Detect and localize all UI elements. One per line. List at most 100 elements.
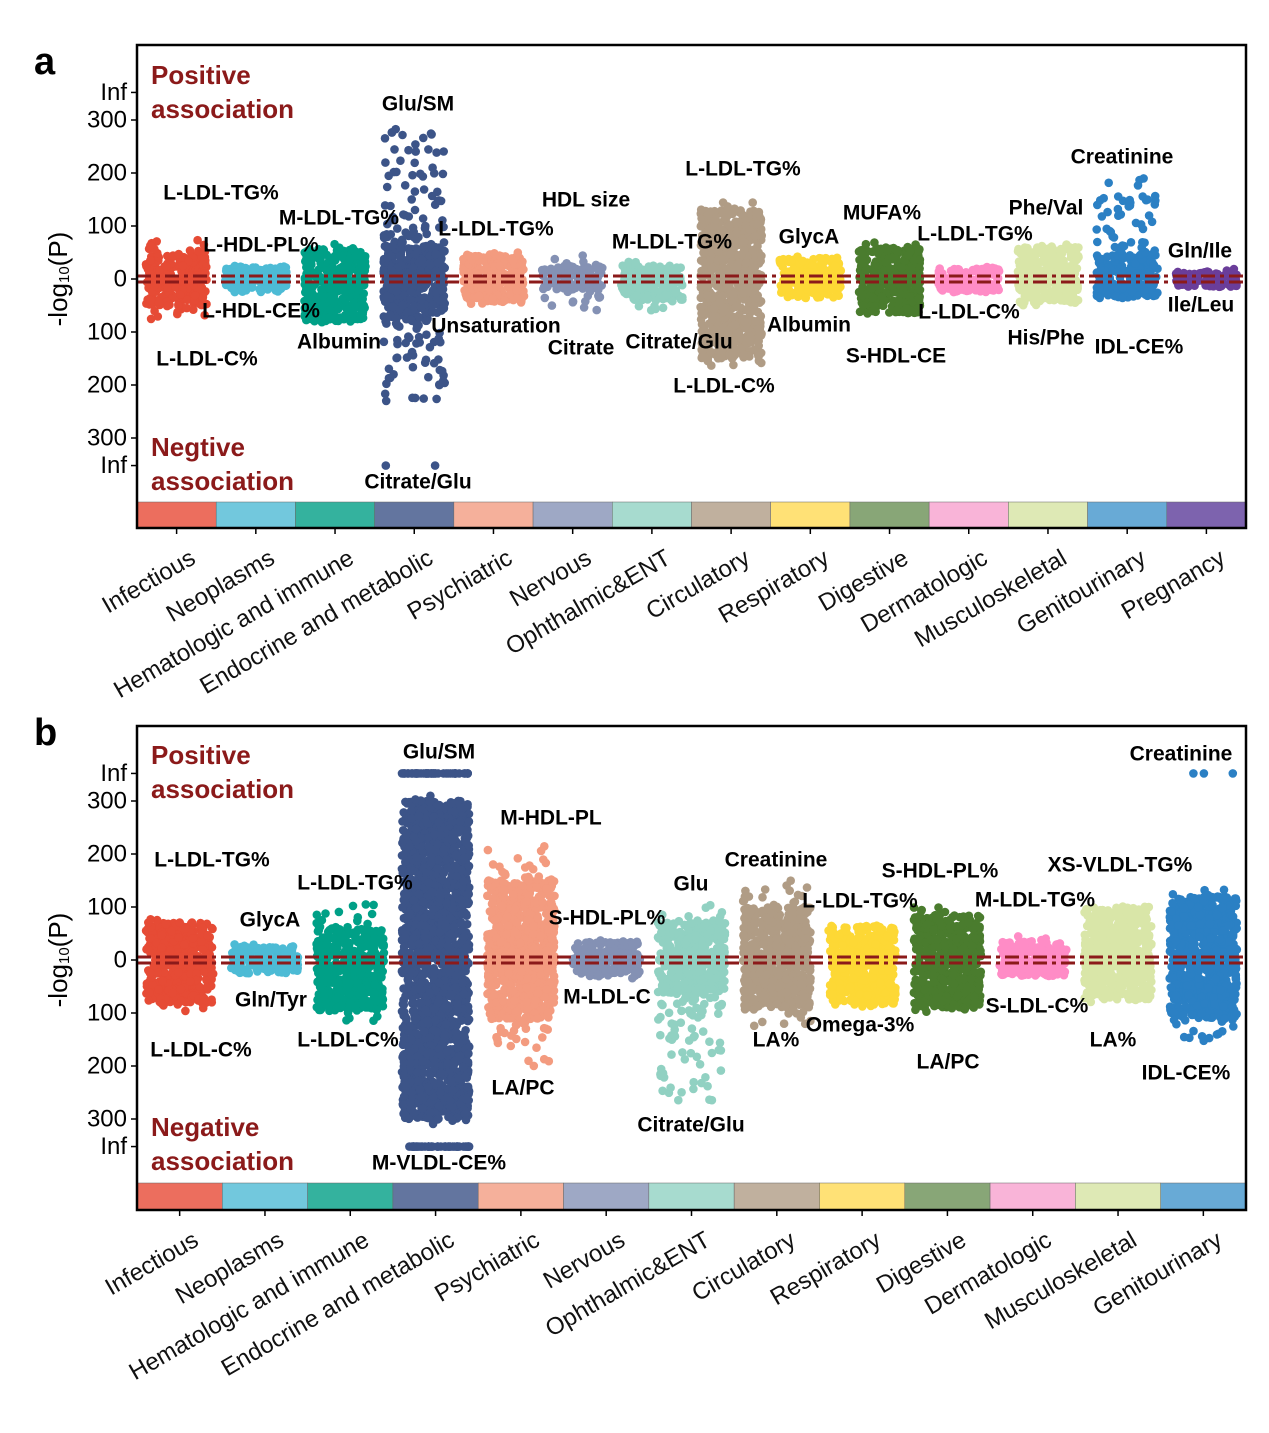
data-point [1072,255,1081,265]
data-point [754,356,764,366]
data-point [440,378,450,388]
y-tick-label: Inf [100,79,127,106]
annotation-label: L-LDL-C% [918,301,1020,324]
data-point [408,170,417,180]
data-point [697,309,706,318]
data-point [741,259,751,268]
data-point [381,461,391,470]
data-point [830,261,840,271]
data-point [157,943,167,952]
data-point [398,300,408,310]
data-point [513,248,523,257]
data-point [408,263,418,273]
data-point [435,365,445,375]
annotation-label: His/Phe [1007,327,1084,350]
data-point [562,261,571,270]
data-point [144,988,154,997]
data-point [176,984,186,994]
data-point [396,156,405,165]
data-point [1031,286,1041,296]
data-point [194,246,203,256]
data-point [632,291,642,301]
data-point [550,254,560,264]
data-point [725,221,734,230]
data-point [286,963,295,973]
data-point [903,242,912,252]
data-point [182,295,192,305]
data-point [776,259,785,268]
data-point [150,306,159,316]
data-point [903,250,913,260]
data-point [406,287,416,297]
category-strip [770,501,851,529]
data-point [1051,294,1060,303]
data-point [379,337,389,347]
positive-label: association [151,94,294,124]
data-point [439,238,449,247]
data-point [1140,238,1149,247]
data-point [719,307,728,317]
data-point [408,362,418,372]
data-point [718,198,728,207]
data-point [466,299,476,309]
data-point [386,230,396,239]
annotation-label: Albumin [297,331,381,354]
data-point [739,350,748,360]
annotation-label: Citrate/Glu [625,331,732,354]
data-point [189,305,198,315]
data-point [383,219,392,229]
data-point [381,241,391,251]
data-point [167,926,176,936]
category-strip [1166,501,1247,529]
data-point [381,317,390,326]
data-point [868,306,878,316]
data-point [187,918,197,927]
data-point [406,295,415,305]
data-point [340,287,349,296]
data-point [181,1006,190,1016]
data-point [345,254,354,264]
data-point [419,242,428,251]
data-point [419,133,428,143]
data-point [1040,293,1050,303]
data-point [416,169,425,179]
data-point [976,287,985,296]
data-point [396,250,406,259]
data-point [877,292,887,302]
data-point [411,140,420,149]
data-point [314,254,324,263]
data-point [173,307,182,317]
negative-label: association [151,466,294,496]
data-point [754,336,763,346]
data-point [326,295,336,305]
data-point [914,284,924,294]
data-point [435,328,444,338]
data-points [141,769,1242,1151]
y-tick-label: 300 [87,425,127,452]
data-point [631,257,640,267]
annotation-label: L-LDL-TG% [685,158,801,181]
data-point [740,317,749,327]
category-strip [849,501,930,529]
annotation-label: L-LDL-C% [673,375,775,398]
annotation-label: Creatinine [1071,146,1174,169]
data-point [207,970,216,980]
category-strip [453,501,534,529]
data-point [1150,191,1160,201]
data-point [651,304,660,314]
data-point [249,940,258,949]
data-point [387,266,397,276]
y-tick-label: 200 [87,160,127,187]
data-point [572,264,581,274]
data-point [414,332,424,342]
data-point [585,287,595,296]
data-point [750,263,760,272]
data-point [438,169,448,179]
data-point [421,316,431,326]
data-point [870,259,880,269]
data-point [193,235,202,245]
data-point [1127,287,1137,297]
data-point [973,267,983,276]
data-point [406,315,416,325]
